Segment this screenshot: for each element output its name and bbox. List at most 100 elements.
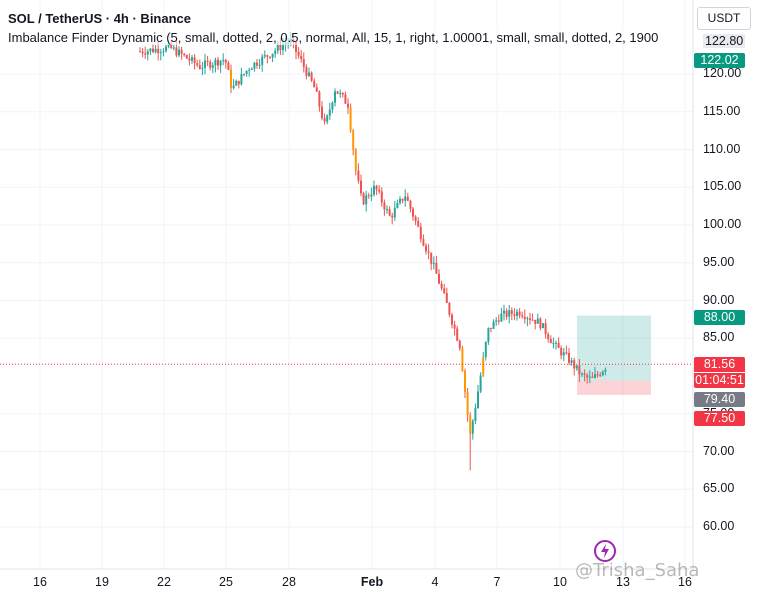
stop-price-tag: 77.50: [694, 411, 745, 426]
candle-body: [349, 107, 352, 131]
candle-body: [248, 69, 251, 71]
candle-body: [497, 320, 500, 322]
candle-body: [154, 48, 157, 53]
candle-body: [549, 338, 552, 344]
candle-body: [425, 245, 427, 252]
candle-body: [573, 360, 576, 369]
candle-body: [448, 302, 451, 315]
entry-price-tag: 79.40: [694, 392, 745, 407]
candle-body: [328, 109, 331, 116]
candle-body: [591, 376, 594, 378]
candle-body: [357, 170, 360, 181]
price-label: 100.00: [703, 217, 742, 231]
candle-body: [183, 53, 186, 56]
candle-body: [581, 373, 583, 375]
price-label: 105.00: [703, 179, 742, 194]
candle-body: [276, 44, 279, 51]
candle-body: [159, 52, 162, 54]
candle-body: [336, 91, 339, 94]
candle-body: [568, 353, 570, 363]
position-zones[interactable]: [577, 315, 651, 395]
time-label: 7: [493, 575, 501, 589]
candle-body: [375, 185, 378, 190]
candle-body: [432, 262, 435, 264]
symbol-legend[interactable]: SOL / TetherUS · 4h · Binance: [8, 11, 191, 26]
candle-body: [417, 220, 420, 227]
candle-body: [282, 44, 284, 51]
candle-body: [544, 323, 547, 335]
candle-body: [258, 64, 261, 66]
price-label: 70.00: [703, 443, 735, 458]
candle-body: [505, 310, 508, 317]
candle-body: [560, 347, 563, 356]
candle-body: [188, 58, 191, 61]
candle-body: [461, 348, 464, 372]
candle-body: [253, 62, 256, 69]
price-label: 95.00: [703, 254, 735, 269]
candle-body: [399, 198, 401, 203]
candle-body: [586, 375, 589, 378]
candle-body: [547, 334, 550, 339]
candle-body: [331, 102, 334, 110]
currency-button[interactable]: USDT: [697, 7, 751, 30]
candle-body: [373, 185, 375, 195]
candle-body: [479, 375, 482, 392]
candle-body: [471, 420, 474, 434]
candle-body: [443, 288, 446, 293]
price-label: 60.00: [703, 519, 735, 533]
candle-body: [250, 68, 253, 70]
candle-body: [404, 196, 407, 201]
candle-body: [321, 106, 323, 118]
candle-body: [464, 371, 466, 392]
candle-body: [435, 262, 438, 274]
candle-body: [451, 314, 453, 325]
price-label: 65.00: [703, 481, 735, 496]
lightning-bolt-icon[interactable]: [594, 540, 616, 562]
time-label: 22: [157, 575, 171, 589]
price-label: 110.00: [703, 141, 741, 156]
candle-body: [518, 311, 521, 316]
indicator-legend[interactable]: Imbalance Finder Dynamic (5, small, dott…: [8, 30, 659, 45]
candle-body: [237, 80, 240, 85]
candle-body: [510, 310, 513, 315]
candle-body: [469, 415, 472, 434]
candle-body: [383, 202, 386, 210]
candle-body: [484, 341, 487, 358]
loss-zone[interactable]: [577, 380, 651, 395]
candle-body: [526, 318, 529, 320]
candle-body: [191, 57, 193, 61]
candle-body: [196, 63, 199, 66]
candle-body: [570, 360, 573, 363]
candle-body: [456, 328, 459, 341]
candle-body: [360, 180, 362, 194]
candle-body: [409, 200, 412, 209]
candle-body: [562, 352, 565, 356]
candle-body: [240, 74, 243, 85]
candle-body: [430, 252, 433, 264]
candle-body: [482, 357, 485, 376]
candle-body: [211, 65, 214, 68]
time-label: 16: [33, 575, 47, 589]
candle-body: [149, 48, 152, 52]
candle-body: [162, 51, 165, 53]
candle-body: [578, 365, 581, 375]
candle-body: [204, 60, 206, 68]
candle-body: [542, 323, 544, 329]
candle-body: [427, 251, 430, 253]
candle-body: [178, 49, 180, 56]
candle-body: [339, 92, 342, 94]
candle-body: [380, 191, 383, 203]
candle-body: [263, 55, 266, 57]
time-label: 13: [616, 575, 630, 589]
candle-body: [412, 208, 414, 217]
price-label: 85.00: [703, 330, 735, 345]
candle-body: [274, 50, 277, 54]
candle-body: [217, 59, 219, 66]
time-label: 19: [95, 575, 109, 589]
profit-zone[interactable]: [577, 315, 651, 381]
candle-body: [326, 115, 329, 122]
time-label: Feb: [360, 575, 384, 589]
candle-body: [302, 59, 305, 68]
candle-body: [271, 53, 274, 58]
